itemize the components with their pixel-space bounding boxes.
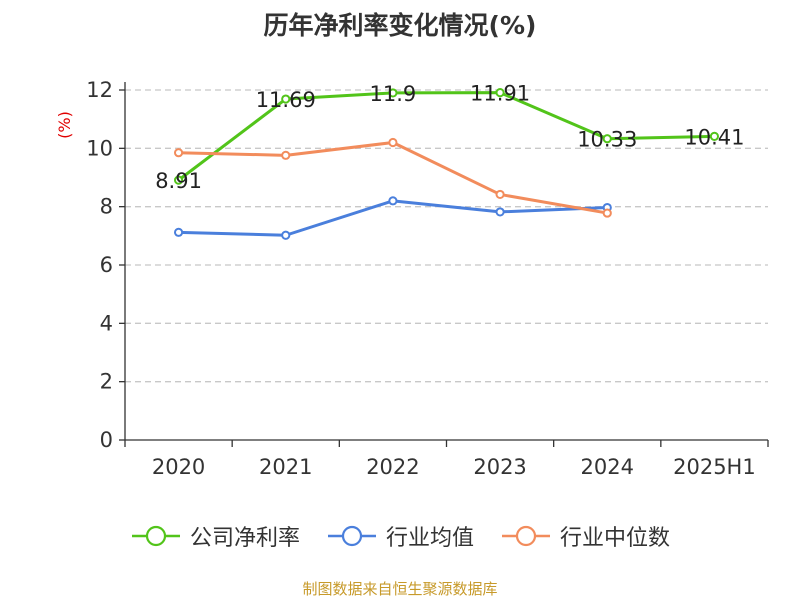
legend-item[interactable]: 行业中位数	[500, 520, 670, 552]
y-tick-label: 12	[86, 78, 113, 102]
y-tick-label: 4	[100, 311, 113, 335]
data-point	[495, 189, 505, 200]
legend-swatch-icon	[327, 525, 376, 547]
x-tick-label: 2024	[581, 455, 634, 479]
data-point	[173, 175, 184, 185]
x-tick-label: 2020	[152, 455, 205, 479]
axes: 0 2 4 6 8 10 12 2020 2021 2022 2023 2024 2025H1	[86, 78, 769, 479]
y-axis-label: (%)	[55, 111, 74, 139]
data-point	[281, 94, 291, 104]
y-tick-label: 10	[86, 136, 113, 160]
data-point	[281, 230, 291, 240]
data-point	[495, 88, 505, 98]
x-tick-label: 2025H1	[673, 455, 756, 479]
x-tick-label: 2021	[259, 455, 312, 479]
data-label: 8.91	[155, 169, 202, 193]
data-label: 10.41	[684, 125, 744, 149]
series-line	[178, 199, 608, 237]
legend-item[interactable]: 行业均值	[326, 520, 474, 552]
data-label: 11.91	[470, 82, 530, 106]
legend-label: 公司净利率	[189, 526, 300, 551]
data-point	[709, 131, 720, 141]
data-point	[173, 227, 184, 237]
chart-title: 历年净利率变化情况(%)	[263, 11, 537, 40]
data-point	[281, 150, 291, 160]
legend-swatch-icon	[131, 525, 180, 547]
data-point	[495, 207, 505, 217]
legend-swatch-icon	[502, 525, 550, 547]
legend-label: 行业均值	[385, 526, 474, 551]
x-tick-label: 2023	[473, 455, 526, 479]
data-labels: 8.91 11.69 11.9 11.91 10.33 10.41	[155, 82, 744, 194]
y-tick-label: 6	[100, 253, 113, 277]
series-lines	[173, 88, 720, 240]
data-point	[388, 196, 398, 206]
grid-lines	[125, 89, 768, 383]
y-tick-label: 2	[100, 370, 113, 394]
data-label: 11.9	[370, 82, 417, 106]
source-footer: 制图数据来自恒生聚源数据库	[302, 580, 498, 598]
legend: 公司净利率 行业均值 行业中位数	[0, 520, 800, 552]
x-tick-label: 2022	[366, 455, 419, 479]
data-point	[173, 148, 184, 158]
data-label: 10.33	[577, 128, 637, 152]
data-point	[388, 88, 398, 98]
y-tick-label: 8	[100, 195, 113, 219]
data-label: 11.69	[256, 88, 316, 112]
data-point	[388, 137, 398, 148]
legend-item[interactable]: 公司净利率	[130, 520, 300, 552]
data-point	[602, 208, 612, 218]
data-point	[602, 134, 612, 144]
y-tick-label: 0	[100, 428, 113, 452]
legend-label: 行业中位数	[560, 526, 671, 551]
series-line	[177, 91, 715, 182]
